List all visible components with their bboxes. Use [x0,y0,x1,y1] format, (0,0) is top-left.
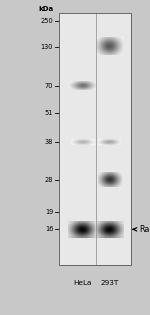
Text: 293T: 293T [100,280,119,286]
Text: 38: 38 [45,139,53,146]
Text: 16: 16 [45,226,53,232]
Bar [59,13,130,265]
Text: 70: 70 [45,83,53,89]
Text: HeLa: HeLa [73,280,92,286]
Text: 130: 130 [41,43,53,50]
Bar [59,13,130,265]
Text: 19: 19 [45,209,53,215]
Text: Rad6: Rad6 [133,225,150,234]
Text: 28: 28 [45,177,53,183]
Text: 250: 250 [40,18,53,25]
Text: 51: 51 [45,110,53,117]
Text: kDa: kDa [38,6,53,13]
